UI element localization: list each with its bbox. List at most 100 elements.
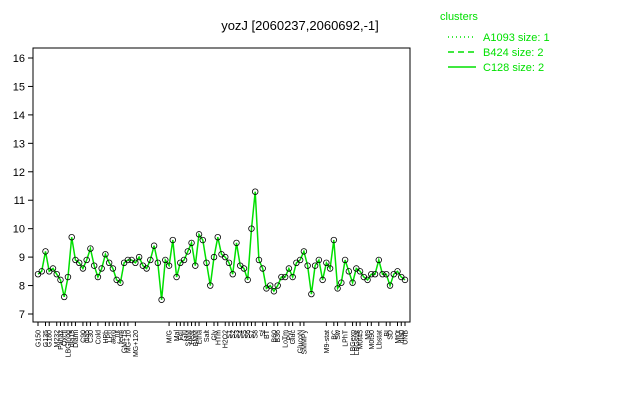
x-tick-label: LPhT (343, 329, 350, 346)
data-point (308, 290, 315, 298)
data-point (240, 265, 248, 272)
x-tick-label: S3 (234, 330, 241, 339)
legend-label: A1093 size: 1 (483, 32, 550, 44)
data-point (192, 262, 199, 269)
data-point (109, 265, 117, 272)
x-tick-label: HPh (103, 330, 110, 344)
x-tick-label: MG+120 (133, 330, 140, 357)
x-tick-label: G180 (47, 330, 54, 347)
x-tick-label: Diami (73, 330, 80, 348)
data-point (383, 270, 390, 278)
x-tick-label: BT (264, 329, 271, 339)
x-tick-label: M9-stat (324, 330, 331, 353)
data-point (338, 279, 345, 286)
data-point (207, 282, 214, 289)
data-point (315, 256, 323, 264)
x-tick-label: M232 (54, 330, 61, 348)
data-point (199, 236, 206, 244)
x-tick-label: ferm (118, 330, 125, 344)
x-tick-label: SMMPy (301, 330, 308, 355)
x-tick-label: SD (388, 330, 395, 340)
data-point (147, 256, 154, 264)
x-tick-label: Glu (182, 330, 189, 341)
data-point (386, 282, 394, 289)
data-point (222, 253, 229, 261)
x-tick-label: B60 (271, 330, 278, 343)
data-point (371, 270, 379, 278)
data-point (326, 265, 334, 272)
data-point (87, 245, 94, 252)
x-tick-label: dia5 (84, 330, 91, 343)
y-tick-label: 7 (19, 309, 25, 321)
x-tick-label: Salt (204, 330, 211, 342)
x-tick-label: dia15 (69, 330, 76, 347)
data-point (38, 268, 45, 275)
data-point (94, 273, 102, 281)
y-tick-label: 14 (13, 110, 25, 122)
data-point (105, 259, 113, 266)
x-tick-label: nit (114, 330, 121, 337)
data-point (289, 273, 296, 281)
x-tick-label: S6 (245, 330, 252, 339)
data-point (203, 259, 210, 266)
data-point (83, 256, 90, 264)
data-point (349, 279, 356, 286)
x-tick-label: B36 (275, 330, 282, 343)
data-point (356, 268, 364, 275)
data-point (281, 273, 289, 281)
data-point (124, 256, 132, 264)
x-tick-label: M0t45 (358, 330, 365, 350)
data-point (195, 231, 203, 238)
data-point (368, 270, 375, 278)
x-tick-label: GM+15 (122, 330, 129, 353)
x-tick-label: BMM (193, 330, 200, 347)
x-tick-label: LPh (107, 330, 114, 343)
data-point (225, 259, 233, 266)
data-point (188, 239, 195, 247)
data-point (296, 256, 304, 264)
x-tick-label: S8 (253, 330, 260, 339)
x-tick-label: LBGexp (350, 330, 357, 355)
data-point (248, 225, 255, 232)
data-point (285, 265, 293, 272)
data-point (233, 239, 240, 247)
x-tick-label: BI (384, 330, 391, 337)
data-point (379, 270, 386, 278)
x-tick-label: S5 (241, 330, 248, 339)
data-point (143, 265, 150, 272)
data-point (132, 259, 139, 266)
data-point (334, 285, 341, 292)
x-tick-label: SMM (185, 330, 192, 347)
x-tick-label: G150 (36, 330, 43, 347)
data-point (98, 265, 105, 272)
data-point (274, 282, 281, 289)
data-point (210, 253, 218, 261)
x-tick-label: S2 (230, 330, 237, 339)
data-point (330, 236, 338, 244)
x-tick-label: Fru (178, 330, 185, 341)
data-point (364, 276, 371, 284)
x-tick-label: UNB (403, 330, 410, 345)
data-point (49, 265, 57, 272)
data-point (229, 270, 236, 278)
data-point (259, 265, 266, 272)
data-point (102, 251, 109, 258)
x-tick-label: Sf (260, 330, 267, 337)
data-point (244, 276, 251, 284)
data-point (323, 259, 330, 266)
data-point (68, 233, 75, 241)
x-tick-label: LoTm (283, 330, 290, 348)
data-point (158, 296, 165, 303)
x-tick-label: Cold (95, 330, 102, 345)
x-tick-label: S4 (238, 330, 245, 339)
x-tick-label: C90 (80, 330, 87, 343)
x-tick-label: M9 (365, 330, 372, 340)
x-tick-label: BC (331, 330, 338, 340)
data-point (266, 282, 274, 289)
data-point (375, 256, 382, 264)
data-point (180, 256, 188, 264)
data-point (165, 262, 173, 269)
y-tick-label: 11 (14, 195, 25, 207)
x-tick-label: S1 (226, 330, 233, 339)
